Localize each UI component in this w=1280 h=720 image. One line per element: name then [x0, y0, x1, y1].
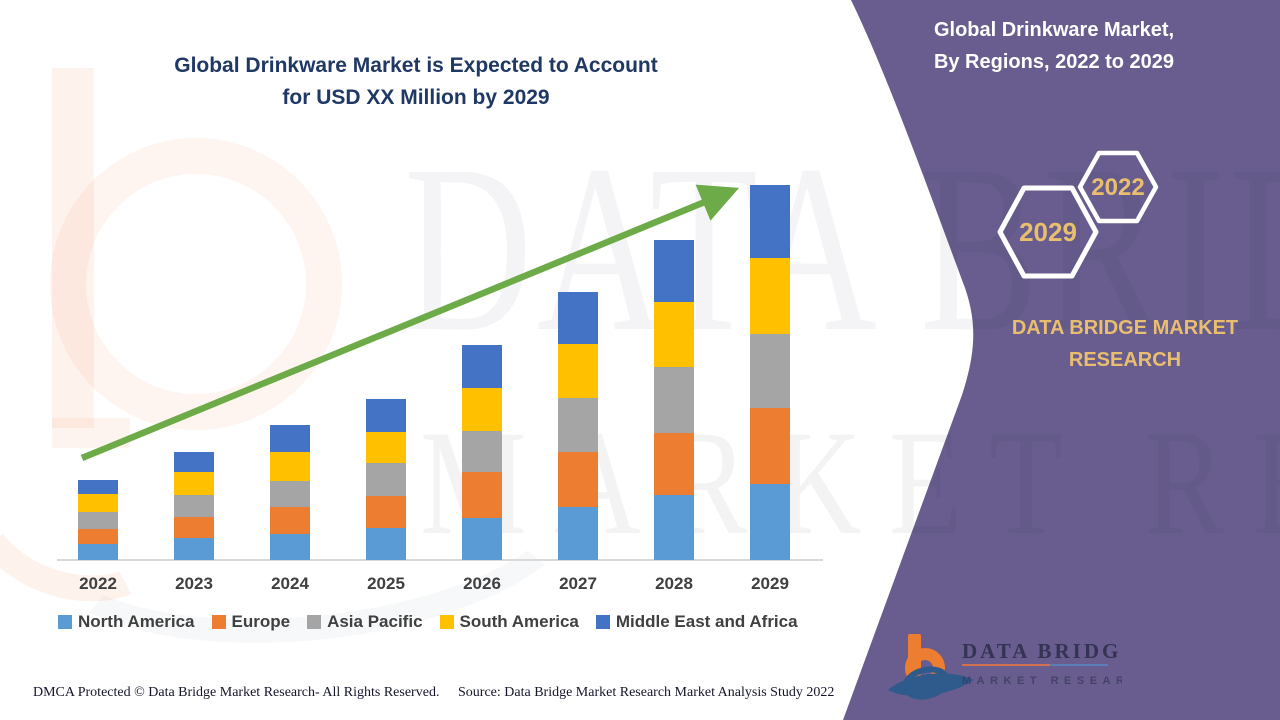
legend-swatch [58, 615, 72, 629]
x-axis-label-2026: 2026 [463, 574, 501, 593]
legend-label: Europe [231, 612, 291, 631]
bar-segment-2022-asia-pacific [78, 512, 118, 529]
legend-label: North America [78, 612, 195, 631]
stacked-bar-2023 [174, 452, 214, 560]
x-axis-label-2023: 2023 [175, 574, 213, 593]
bar-segment-2029-asia-pacific [750, 334, 790, 408]
bar-segment-2024-europe [270, 507, 310, 534]
legend-item-middle-east-and-africa: Middle East and Africa [595, 612, 798, 632]
bar-segment-2028-middle-east-and-africa [654, 240, 694, 302]
bar-segment-2029-middle-east-and-africa [750, 185, 790, 258]
legend-swatch [307, 615, 322, 629]
legend-item-north-america: North America [58, 612, 195, 632]
bar-segment-2023-europe [174, 517, 214, 538]
bar-segment-2025-south-america [366, 432, 406, 463]
bar-segment-2024-north-america [270, 534, 310, 560]
panel-title-line2: By Regions, 2022 to 2029 [933, 51, 1175, 73]
chart-title: Global Drinkware Market is Expected to A… [88, 50, 744, 114]
bar-segment-2025-middle-east-and-africa [366, 399, 406, 432]
bar-segment-2025-north-america [366, 528, 406, 560]
bar-segment-2023-middle-east-and-africa [174, 452, 214, 472]
bar-segment-2026-north-america [462, 518, 502, 560]
legend-swatch [439, 615, 454, 629]
bar-segment-2029-north-america [750, 484, 790, 560]
chart-title-line1: Global Drinkware Market is Expected to A… [174, 54, 658, 77]
x-axis-line [57, 559, 823, 561]
legend-item-south-america: South America [439, 612, 579, 632]
bar-segment-2029-europe [750, 408, 790, 484]
bar-segment-2026-asia-pacific [462, 431, 502, 472]
bar-segment-2023-south-america [174, 472, 214, 495]
bar-segment-2029-south-america [750, 258, 790, 334]
bar-segment-2022-europe [78, 529, 118, 544]
bar-segment-2026-europe [462, 472, 502, 518]
stacked-bar-2025 [366, 399, 406, 560]
chart-legend: North America Europe Asia Pacific South Ame… [58, 612, 798, 632]
stacked-bar-2028 [654, 240, 694, 560]
x-axis-label-2025: 2025 [367, 574, 405, 593]
chart-title-line2: for USD XX Million by 2029 [282, 86, 550, 109]
brand-wordmark: DATA BRIDGE MARKET RESEARCH [1002, 312, 1248, 376]
bar-segment-2026-middle-east-and-africa [462, 345, 502, 388]
bar-segment-2024-asia-pacific [270, 481, 310, 507]
bar-segment-2024-middle-east-and-africa [270, 425, 310, 452]
legend-item-asia-pacific: Asia Pacific [307, 612, 423, 632]
legend-label: Middle East and Africa [615, 612, 798, 631]
bar-segment-2025-asia-pacific [366, 463, 406, 496]
bar-segment-2024-south-america [270, 452, 310, 481]
dmca-notice: DMCA Protected © Data Bridge Market Rese… [33, 685, 440, 700]
brand-line1: DATA BRIDGE MARKET [1011, 317, 1239, 339]
bar-segment-2027-asia-pacific [558, 398, 598, 452]
stacked-bar-2027 [558, 292, 598, 560]
bar-segment-2027-europe [558, 452, 598, 507]
stacked-bar-2022 [78, 480, 118, 560]
x-axis-label-2027: 2027 [559, 574, 597, 593]
stacked-bar-2026 [462, 345, 502, 560]
bar-segment-2025-europe [366, 496, 406, 528]
bar-segment-2028-europe [654, 433, 694, 495]
bar-segment-2028-north-america [654, 495, 694, 560]
x-axis-label-2024: 2024 [271, 574, 309, 593]
bar-segment-2027-south-america [558, 344, 598, 398]
bar-segment-2027-middle-east-and-africa [558, 292, 598, 344]
panel-title: Global Drinkware Market, By Regions, 202… [880, 14, 1228, 78]
bar-segment-2023-asia-pacific [174, 495, 214, 517]
bar-segment-2028-south-america [654, 302, 694, 367]
bar-segment-2022-north-america [78, 544, 118, 560]
source-note: Source: Data Bridge Market Research Mark… [458, 685, 835, 700]
bar-segment-2027-north-america [558, 507, 598, 560]
x-axis-label-2028: 2028 [655, 574, 693, 593]
brand-line2: RESEARCH [1068, 349, 1182, 371]
stacked-bar-2029 [750, 185, 790, 560]
legend-swatch [211, 615, 226, 629]
bar-segment-2026-south-america [462, 388, 502, 431]
bar-segment-2023-north-america [174, 538, 214, 560]
bar-segment-2022-middle-east-and-africa [78, 480, 118, 494]
watermark-text-line2: MARKET RESEARCH [420, 400, 1280, 566]
legend-swatch [595, 615, 610, 629]
panel-title-line1: Global Drinkware Market, [933, 19, 1175, 41]
legend-item-europe: Europe [211, 612, 291, 632]
x-axis-label-2029: 2029 [751, 574, 789, 593]
x-axis-label-2022: 2022 [79, 574, 117, 593]
legend-label: Asia Pacific [327, 612, 423, 631]
bar-segment-2028-asia-pacific [654, 367, 694, 433]
bar-segment-2022-south-america [78, 494, 118, 512]
legend-label: South America [459, 612, 579, 631]
stacked-bar-2024 [270, 425, 310, 560]
